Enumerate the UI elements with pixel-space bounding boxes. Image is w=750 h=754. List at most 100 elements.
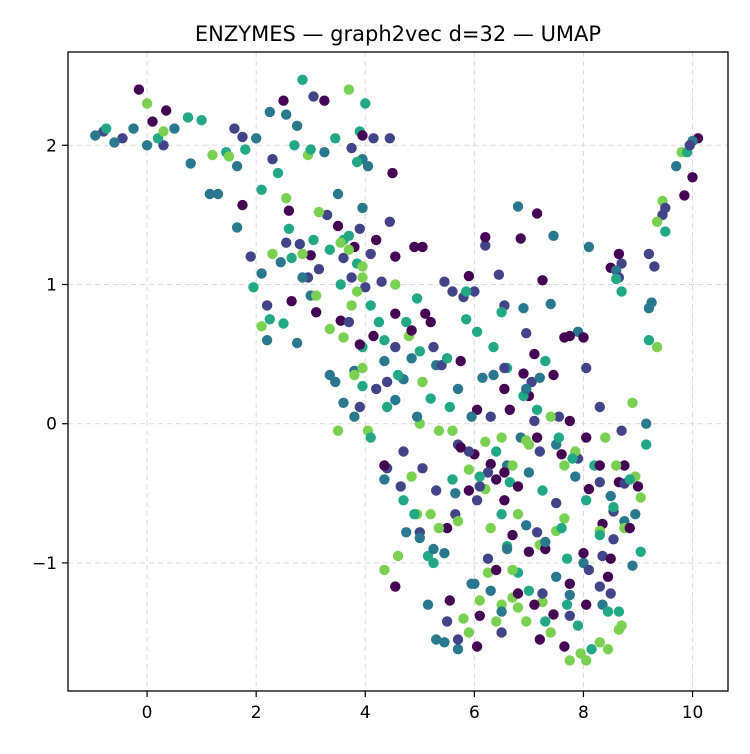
data-point <box>371 383 382 395</box>
data-point <box>256 268 267 279</box>
data-point <box>537 275 548 286</box>
data-point <box>343 84 355 95</box>
x-tick-label: 2 <box>251 703 262 723</box>
data-point <box>613 248 625 260</box>
data-point <box>169 123 180 134</box>
data-point <box>161 105 172 116</box>
data-point <box>204 188 215 200</box>
data-point <box>523 585 535 596</box>
data-point <box>401 527 412 538</box>
data-point <box>351 156 363 168</box>
data-point <box>439 276 450 287</box>
data-point <box>594 477 605 488</box>
data-point <box>627 397 638 408</box>
data-point <box>581 432 592 443</box>
data-point <box>379 460 390 471</box>
data-point <box>362 161 374 172</box>
data-point <box>349 369 360 381</box>
data-point <box>360 282 371 293</box>
data-point <box>641 418 652 429</box>
data-point <box>414 532 425 544</box>
data-point <box>482 467 494 478</box>
data-point <box>272 167 284 179</box>
data-point <box>308 234 319 246</box>
data-point <box>109 137 120 148</box>
data-point <box>357 261 368 272</box>
data-point <box>357 130 368 141</box>
data-point <box>485 458 496 470</box>
data-point <box>395 481 406 492</box>
data-point <box>324 369 335 381</box>
data-point <box>240 144 251 155</box>
x-tick-label: 6 <box>469 703 480 723</box>
data-point <box>561 553 573 564</box>
data-point <box>357 380 368 392</box>
data-point <box>493 269 505 280</box>
data-point <box>308 91 319 102</box>
data-point <box>463 270 475 282</box>
data-point <box>332 220 344 232</box>
data-point <box>321 209 333 221</box>
data-point <box>452 644 464 655</box>
data-point <box>384 216 395 227</box>
data-point <box>605 553 616 564</box>
data-point <box>275 257 286 268</box>
data-point <box>499 495 510 506</box>
data-point <box>335 279 346 290</box>
data-point <box>529 415 540 427</box>
data-point <box>643 303 655 314</box>
data-point <box>117 133 128 144</box>
data-point <box>499 383 510 395</box>
data-point <box>507 529 518 541</box>
data-point <box>608 502 619 513</box>
data-point <box>447 286 458 297</box>
data-point <box>452 516 464 527</box>
y-tick-label: 0 <box>46 415 57 435</box>
data-point <box>158 140 169 151</box>
data-point <box>521 616 532 627</box>
data-point <box>297 272 308 283</box>
data-point <box>600 432 611 443</box>
data-point <box>305 144 316 155</box>
data-point <box>474 471 485 482</box>
data-point <box>133 84 145 95</box>
data-point <box>515 233 526 244</box>
data-point <box>406 325 417 336</box>
data-point <box>368 133 379 144</box>
data-point <box>474 481 485 492</box>
data-point <box>553 411 565 422</box>
data-point <box>381 376 393 388</box>
data-point <box>523 467 535 478</box>
data-point <box>594 581 605 592</box>
data-point <box>556 449 567 460</box>
data-point <box>420 308 431 319</box>
data-point <box>548 230 559 241</box>
data-point <box>485 522 496 534</box>
data-point <box>381 401 393 413</box>
data-point <box>417 376 428 388</box>
data-point <box>526 376 537 388</box>
data-point <box>373 316 385 328</box>
data-point <box>313 264 325 275</box>
data-point <box>521 520 532 531</box>
x-tick-label: 4 <box>360 703 371 723</box>
data-point <box>278 318 289 329</box>
y-tick-label: −1 <box>32 554 57 574</box>
data-point <box>581 599 592 610</box>
data-point <box>267 154 278 165</box>
data-point <box>564 610 575 621</box>
data-point <box>488 341 499 353</box>
data-point <box>477 372 488 383</box>
data-point <box>518 368 529 379</box>
data-point <box>463 446 475 457</box>
data-point <box>491 446 502 457</box>
data-point <box>564 655 575 666</box>
data-point <box>390 581 401 592</box>
data-point <box>289 140 300 151</box>
data-point <box>463 485 475 496</box>
data-point <box>406 471 417 482</box>
data-point <box>504 477 515 488</box>
data-point <box>433 425 445 436</box>
data-point <box>531 404 543 415</box>
data-point <box>499 467 510 478</box>
